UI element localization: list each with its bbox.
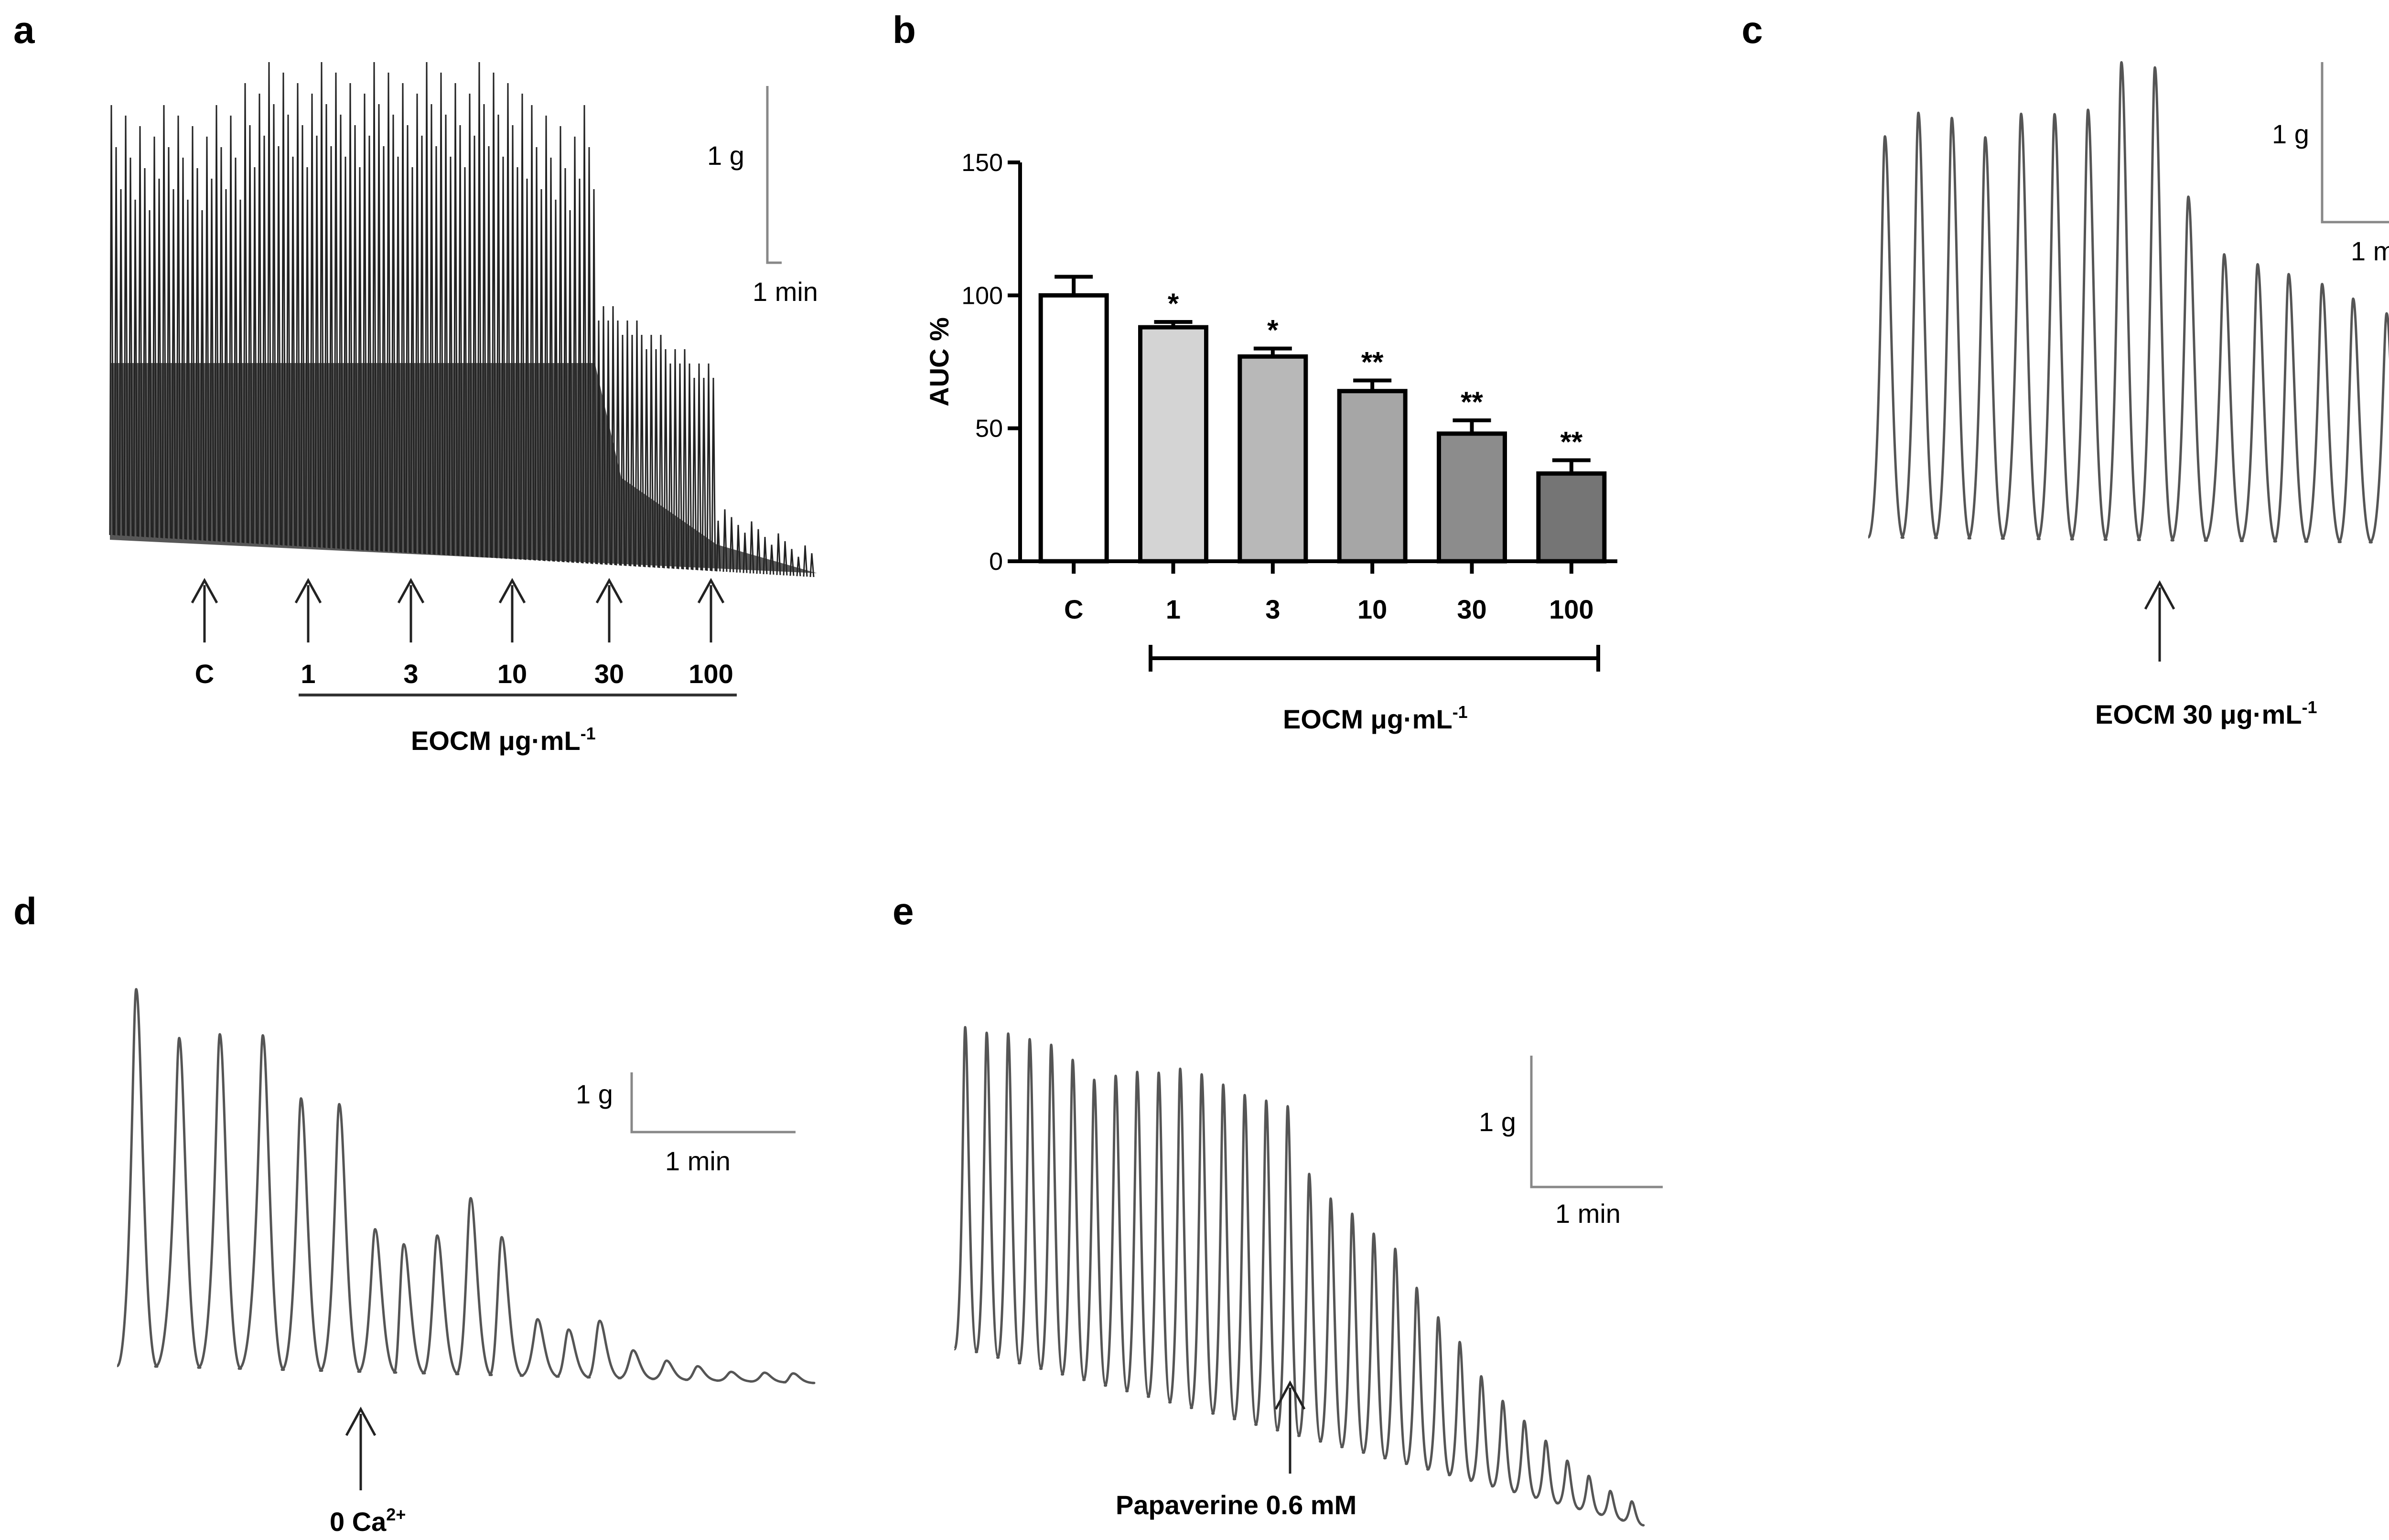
x-tick-label: 10 <box>1357 594 1387 624</box>
panel-c-trace <box>1867 61 2389 544</box>
y-tick-label: 100 <box>961 282 1003 310</box>
panel-d-arrow-label: 0 Ca2+ <box>330 1505 406 1537</box>
panel-e-arrow <box>1274 1380 1306 1474</box>
panel-d-scale-horizontal: 1 min <box>665 1146 731 1176</box>
panel-c-scale-lines <box>2321 62 2389 224</box>
panel-a-letter: a <box>13 9 35 51</box>
x-tick-label: C <box>1064 594 1083 624</box>
arrow-head <box>191 578 218 604</box>
arrow-head <box>697 578 725 604</box>
bar <box>1536 471 1607 564</box>
panel-c-letter: c <box>1742 9 1763 51</box>
panel-a-scale-bar: 1 g 1 min <box>707 86 818 307</box>
panel-e: e 1 g 1 min Papaverine 0.6 mM <box>893 890 1663 1527</box>
y-tick-label: 50 <box>975 415 1003 443</box>
x-tick-label: 3 <box>1265 594 1280 624</box>
panel-c-scale-vertical: 1 g <box>2272 119 2309 149</box>
panel-c: c 1 g 1 min EOCM 30 μg·mL-1 <box>1742 9 2389 729</box>
significance-label: * <box>1267 314 1279 346</box>
panel-c-scale-bar: 1 g 1 min <box>2272 62 2389 266</box>
panel-c-scale-horizontal: 1 min <box>2351 236 2389 266</box>
panel-d-trace <box>116 988 816 1384</box>
panel-e-scale-lines <box>1530 1056 1663 1188</box>
significance-label: ** <box>1560 426 1582 458</box>
panel-a-scale-vertical: 1 g <box>707 140 744 171</box>
panel-e-letter: e <box>893 890 914 932</box>
panel-d-scale-lines <box>630 1072 796 1134</box>
panel-d-letter: d <box>13 890 37 932</box>
panel-b-letter: b <box>893 9 916 51</box>
bar <box>1337 389 1408 564</box>
panel-a-arrows: C 1 3 10 30 100 <box>191 578 733 689</box>
panel-e-trace <box>953 1026 1645 1527</box>
panel-d-arrow <box>345 1406 377 1490</box>
y-axis-label: AUC % <box>924 317 954 406</box>
arrow-label: 3 <box>403 659 418 689</box>
panel-c-trace-line <box>1867 61 2389 544</box>
significance-label: ** <box>1461 386 1483 418</box>
panel-d-scale-bar: 1 g 1 min <box>576 1072 796 1176</box>
bar <box>1138 325 1208 564</box>
panel-c-arrow <box>2144 580 2175 662</box>
panel-a-trace-spikes <box>109 62 815 578</box>
x-tick-label: 1 <box>1166 594 1181 624</box>
panel-e-arrow-label: Papaverine 0.6 mM <box>1116 1490 1356 1520</box>
arrow-label: 30 <box>594 659 624 689</box>
arrow-label: 100 <box>689 659 733 689</box>
panel-b: b 0 50 100 150 AUC % C 1 * 3 * 10 ** 30 ** 100 ** EOCM … <box>893 9 1617 734</box>
arrow-head <box>498 578 526 604</box>
panel-a: a 1 g 1 min C 1 3 10 30 100 EOCM μg·mL-1 <box>13 9 818 756</box>
panel-a-scale-lines <box>766 86 782 264</box>
y-tick-label: 150 <box>961 149 1003 177</box>
panel-d: d 1 g 1 min 0 Ca2+ <box>13 890 816 1537</box>
panel-a-treatment-label: EOCM μg·mL-1 <box>411 724 596 756</box>
arrow-head <box>595 578 623 604</box>
panel-e-scale-bar: 1 g 1 min <box>1479 1056 1663 1229</box>
panel-e-trace-line <box>953 1026 1645 1527</box>
arrow-head <box>397 578 425 604</box>
significance-label: * <box>1168 288 1179 320</box>
panel-e-scale-horizontal: 1 min <box>1555 1198 1621 1229</box>
x-tick-label: 30 <box>1457 594 1486 624</box>
arrow-label: 10 <box>497 659 527 689</box>
significance-label: ** <box>1361 346 1384 378</box>
panel-e-scale-vertical: 1 g <box>1479 1107 1516 1137</box>
panel-c-arrow-label: EOCM 30 μg·mL-1 <box>2095 697 2317 729</box>
panel-d-trace-line <box>116 988 816 1384</box>
arrow-head <box>294 578 322 604</box>
bar <box>1038 293 1109 564</box>
panel-a-trace <box>109 62 817 578</box>
panel-d-scale-vertical: 1 g <box>576 1079 613 1109</box>
x-tick-label: 100 <box>1549 594 1593 624</box>
y-tick-label: 0 <box>989 548 1003 576</box>
panel-b-bar-chart: 0 50 100 150 AUC % C 1 * 3 * 10 ** 30 ** 100 ** <box>924 149 1617 624</box>
arrow-label: 1 <box>301 659 315 689</box>
panel-a-scale-horizontal: 1 min <box>753 277 818 307</box>
panel-b-treatment-label: EOCM μg·mL-1 <box>1283 702 1468 734</box>
arrow-label: C <box>195 659 214 689</box>
bar <box>1238 354 1308 564</box>
bar <box>1437 431 1507 564</box>
